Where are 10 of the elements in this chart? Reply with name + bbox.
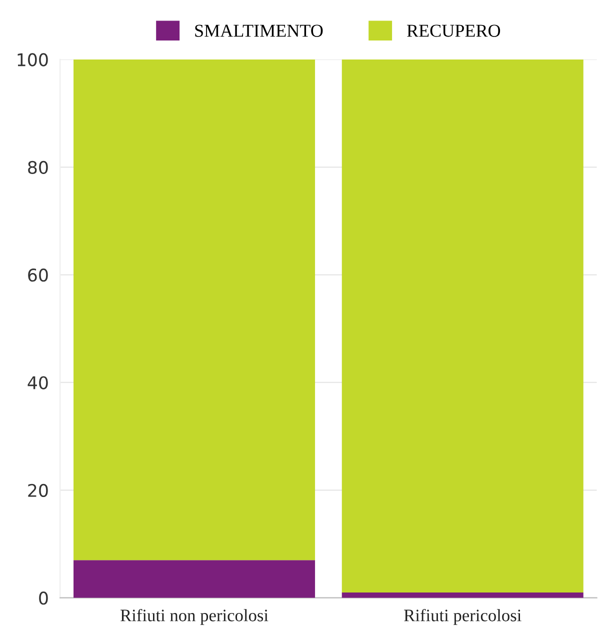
y-tick-label: 40 [28, 376, 48, 390]
legend-label: RECUPERO [407, 24, 500, 37]
y-tick-label: 60 [28, 268, 48, 282]
y-tick-label: 100 [18, 53, 48, 66]
x-tick-label: Rifiuti non pericolosi [120, 608, 268, 625]
y-tick-label: 0 [39, 592, 48, 605]
y-tick-label: 20 [28, 484, 48, 497]
x-tick-label: Rifiuti pericolosi [404, 608, 522, 625]
y-tick-label: 80 [28, 160, 48, 174]
legend-label: SMALTIMENTO [195, 24, 323, 37]
